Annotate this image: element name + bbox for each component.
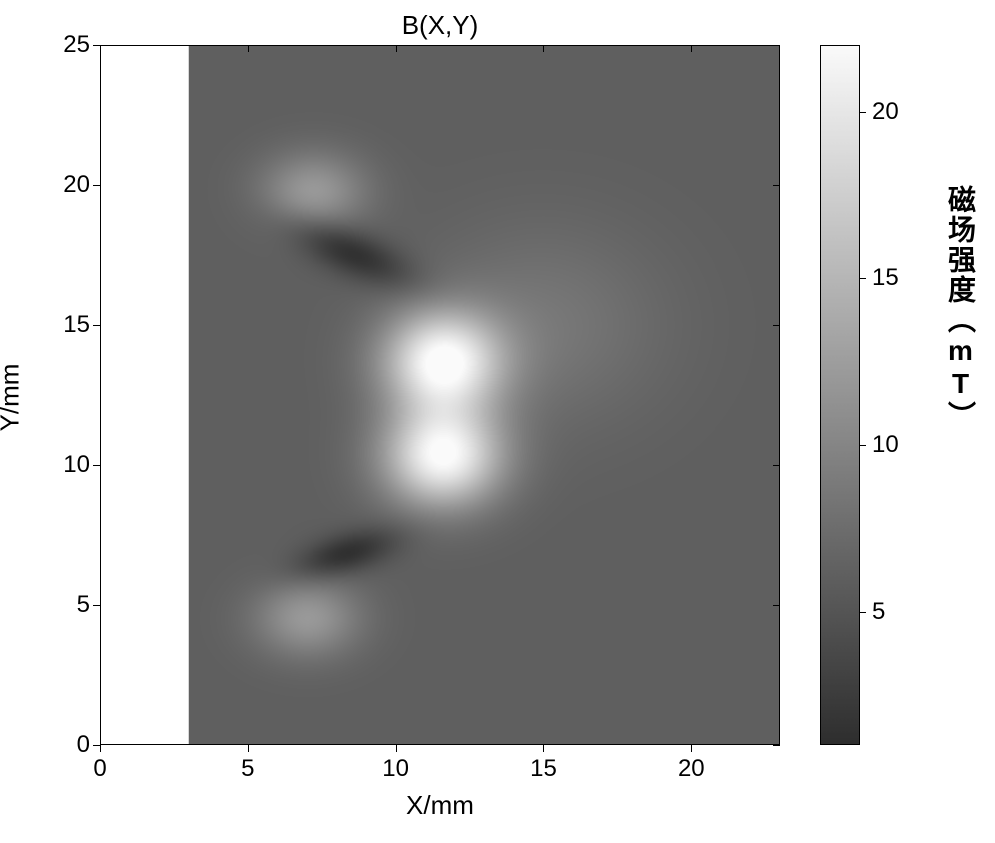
y-axis-label: Y/mm <box>0 348 26 448</box>
x-tick-mark <box>691 45 692 52</box>
y-tick-mark <box>93 465 100 466</box>
y-tick-label: 15 <box>55 311 90 339</box>
y-tick-mark <box>773 185 780 186</box>
y-tick-mark <box>93 605 100 606</box>
x-tick-mark <box>396 745 397 752</box>
y-tick-mark <box>93 45 100 46</box>
colorbar-tick-label: 5 <box>872 598 885 626</box>
x-tick-mark <box>543 745 544 752</box>
y-tick-mark <box>93 185 100 186</box>
plot-area <box>100 45 780 745</box>
y-tick-mark <box>773 465 780 466</box>
y-tick-label: 20 <box>55 171 90 199</box>
y-tick-mark <box>773 325 780 326</box>
y-tick-mark <box>93 325 100 326</box>
x-tick-mark <box>543 45 544 52</box>
heatmap-canvas <box>101 46 779 744</box>
x-tick-label: 15 <box>530 755 557 783</box>
x-tick-mark <box>691 745 692 752</box>
colorbar-tick-mark <box>860 612 866 613</box>
y-tick-mark <box>773 605 780 606</box>
x-tick-label: 5 <box>241 755 254 783</box>
colorbar-tick-mark <box>860 112 866 113</box>
figure: B(X,Y) X/mm Y/mm 磁场强度（mT） 0 5 10 15 20 0 5 10 15… <box>0 0 995 843</box>
colorbar-tick-label: 15 <box>872 264 899 292</box>
y-tick-mark <box>773 745 780 746</box>
y-tick-label: 5 <box>55 591 90 619</box>
x-axis-label: X/mm <box>100 790 780 821</box>
y-tick-label: 0 <box>55 731 90 759</box>
x-tick-mark <box>248 45 249 52</box>
x-tick-mark <box>100 45 101 52</box>
x-tick-mark <box>100 745 101 752</box>
colorbar <box>820 45 860 745</box>
x-tick-label: 0 <box>93 755 106 783</box>
y-tick-label: 10 <box>55 451 90 479</box>
y-tick-mark <box>93 745 100 746</box>
colorbar-tick-label: 20 <box>872 98 899 126</box>
x-tick-mark <box>248 745 249 752</box>
x-tick-label: 20 <box>678 755 705 783</box>
plot-title: B(X,Y) <box>100 10 780 41</box>
colorbar-label: 磁场强度（mT） <box>940 185 980 431</box>
y-tick-mark <box>773 45 780 46</box>
x-tick-label: 10 <box>382 755 409 783</box>
x-tick-mark <box>396 45 397 52</box>
colorbar-tick-label: 10 <box>872 431 899 459</box>
colorbar-tick-mark <box>860 445 866 446</box>
y-tick-label: 25 <box>55 31 90 59</box>
colorbar-tick-mark <box>860 278 866 279</box>
colorbar-canvas <box>821 46 859 744</box>
